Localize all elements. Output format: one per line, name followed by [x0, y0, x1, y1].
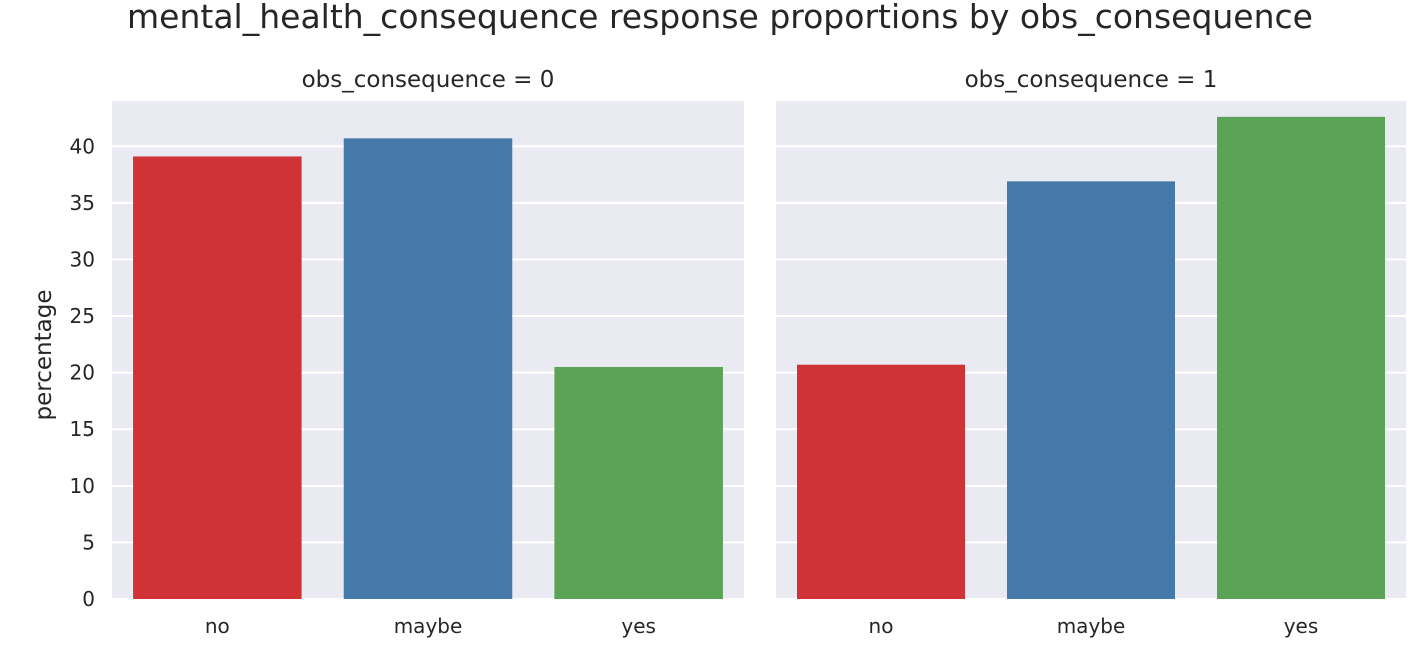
bar-yes — [1217, 116, 1385, 599]
x-tick-label: yes — [621, 614, 656, 638]
panel-title: obs_consequence = 1 — [965, 67, 1218, 93]
x-tick-label: no — [205, 614, 230, 638]
bar-yes — [554, 366, 723, 599]
bar-no — [133, 156, 302, 599]
facet-panel-1: obs_consequence = 1 no maybe yes — [776, 67, 1406, 638]
bar-maybe — [343, 138, 513, 599]
x-tick-label: yes — [1284, 614, 1319, 638]
y-tick-label: 30 — [70, 247, 95, 271]
y-axis-label: percentage — [31, 290, 57, 421]
x-tick-label: maybe — [1057, 614, 1126, 638]
x-tick-label: maybe — [394, 614, 463, 638]
facet-panels: obs_consequence = 0 no maybe yes 0 5 10 15 20 25 3… — [70, 67, 1406, 638]
y-tick-label: 20 — [70, 361, 95, 385]
y-tick-label: 5 — [82, 530, 95, 554]
chart-title: mental_health_consequence response propo… — [127, 0, 1313, 36]
y-tick-label: 15 — [70, 417, 95, 441]
y-tick-label: 10 — [70, 474, 95, 498]
y-tick-label: 40 — [70, 134, 95, 158]
bar-maybe — [1007, 181, 1175, 600]
y-tick-label: 0 — [82, 587, 95, 611]
y-tick-label: 35 — [70, 191, 95, 215]
panel-title: obs_consequence = 0 — [302, 67, 555, 93]
y-tick-label: 25 — [70, 304, 95, 328]
bar-no — [797, 364, 965, 599]
facet-panel-0: obs_consequence = 0 no maybe yes 0 5 10 15 20 25 3… — [70, 67, 744, 638]
x-tick-label: no — [869, 614, 894, 638]
